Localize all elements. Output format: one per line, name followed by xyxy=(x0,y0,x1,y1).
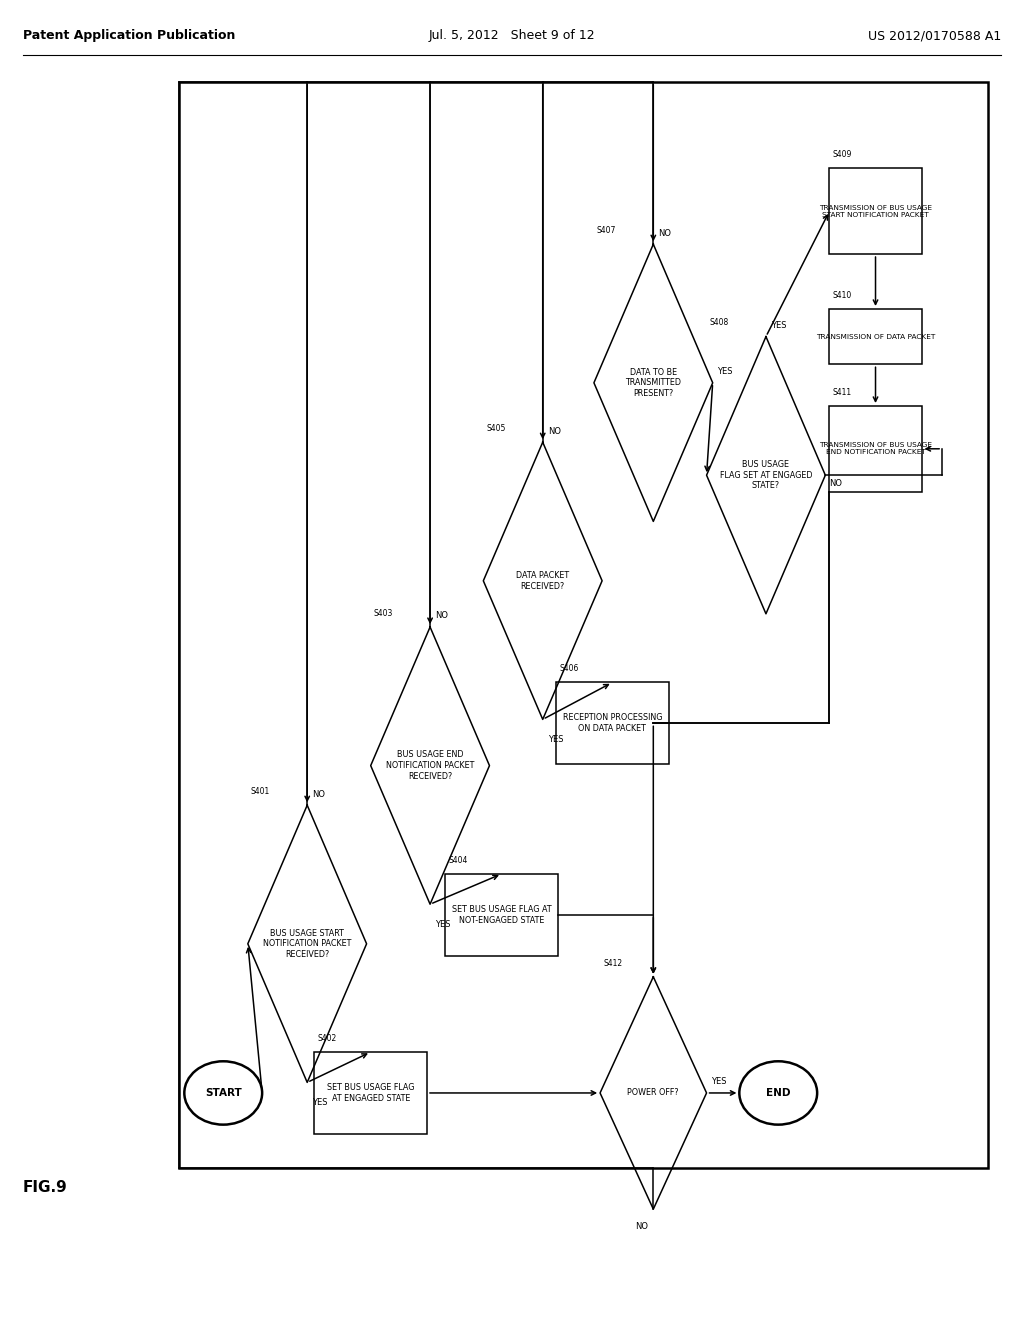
Text: US 2012/0170588 A1: US 2012/0170588 A1 xyxy=(868,29,1001,42)
Text: S405: S405 xyxy=(486,424,506,433)
Text: BUS USAGE
FLAG SET AT ENGAGED
STATE?: BUS USAGE FLAG SET AT ENGAGED STATE? xyxy=(720,459,812,491)
Text: NO: NO xyxy=(435,611,449,620)
Text: DATA TO BE
TRANSMITTED
PRESENT?: DATA TO BE TRANSMITTED PRESENT? xyxy=(626,367,681,399)
Bar xyxy=(829,309,922,364)
Text: END: END xyxy=(766,1088,791,1098)
Text: YES: YES xyxy=(771,321,786,330)
Text: S408: S408 xyxy=(710,318,729,327)
Text: S403: S403 xyxy=(374,609,393,618)
Bar xyxy=(556,682,669,764)
Text: TRANSMISSION OF DATA PACKET: TRANSMISSION OF DATA PACKET xyxy=(816,334,935,339)
Bar xyxy=(314,1052,427,1134)
Text: TRANSMISSION OF BUS USAGE
END NOTIFICATION PACKET: TRANSMISSION OF BUS USAGE END NOTIFICATI… xyxy=(819,442,932,455)
Text: FIG.9: FIG.9 xyxy=(23,1180,68,1195)
Text: Jul. 5, 2012   Sheet 9 of 12: Jul. 5, 2012 Sheet 9 of 12 xyxy=(429,29,595,42)
Text: SET BUS USAGE FLAG
AT ENGAGED STATE: SET BUS USAGE FLAG AT ENGAGED STATE xyxy=(327,1084,415,1102)
Text: S406: S406 xyxy=(559,664,579,673)
Bar xyxy=(445,874,558,956)
Text: S412: S412 xyxy=(603,958,623,968)
Text: Patent Application Publication: Patent Application Publication xyxy=(23,29,234,42)
Text: S402: S402 xyxy=(317,1034,337,1043)
Text: YES: YES xyxy=(717,367,732,376)
Text: TRANSMISSION OF BUS USAGE
START NOTIFICATION PACKET: TRANSMISSION OF BUS USAGE START NOTIFICA… xyxy=(819,205,932,218)
Text: S411: S411 xyxy=(833,388,852,396)
Text: NO: NO xyxy=(829,479,843,488)
Text: NO: NO xyxy=(635,1222,648,1232)
Text: NO: NO xyxy=(312,789,326,799)
Text: BUS USAGE END
NOTIFICATION PACKET
RECEIVED?: BUS USAGE END NOTIFICATION PACKET RECEIV… xyxy=(386,750,474,781)
Text: S404: S404 xyxy=(449,855,468,865)
Text: S407: S407 xyxy=(597,226,616,235)
Text: START: START xyxy=(205,1088,242,1098)
Text: YES: YES xyxy=(548,735,563,744)
Text: SET BUS USAGE FLAG AT
NOT-ENGAGED STATE: SET BUS USAGE FLAG AT NOT-ENGAGED STATE xyxy=(452,906,552,924)
Bar xyxy=(829,168,922,253)
Text: S401: S401 xyxy=(251,787,270,796)
Text: S409: S409 xyxy=(833,150,852,160)
Text: YES: YES xyxy=(711,1077,726,1086)
Bar xyxy=(179,82,988,1168)
Text: NO: NO xyxy=(548,426,561,436)
Text: RECEPTION PROCESSING
ON DATA PACKET: RECEPTION PROCESSING ON DATA PACKET xyxy=(562,714,663,733)
Text: DATA PACKET
RECEIVED?: DATA PACKET RECEIVED? xyxy=(516,572,569,590)
Text: NO: NO xyxy=(658,228,672,238)
Bar xyxy=(829,405,922,491)
Text: YES: YES xyxy=(435,920,451,929)
Text: S410: S410 xyxy=(833,290,852,300)
Text: BUS USAGE START
NOTIFICATION PACKET
RECEIVED?: BUS USAGE START NOTIFICATION PACKET RECE… xyxy=(263,928,351,960)
Text: POWER OFF?: POWER OFF? xyxy=(628,1089,679,1097)
Text: YES: YES xyxy=(312,1098,328,1107)
